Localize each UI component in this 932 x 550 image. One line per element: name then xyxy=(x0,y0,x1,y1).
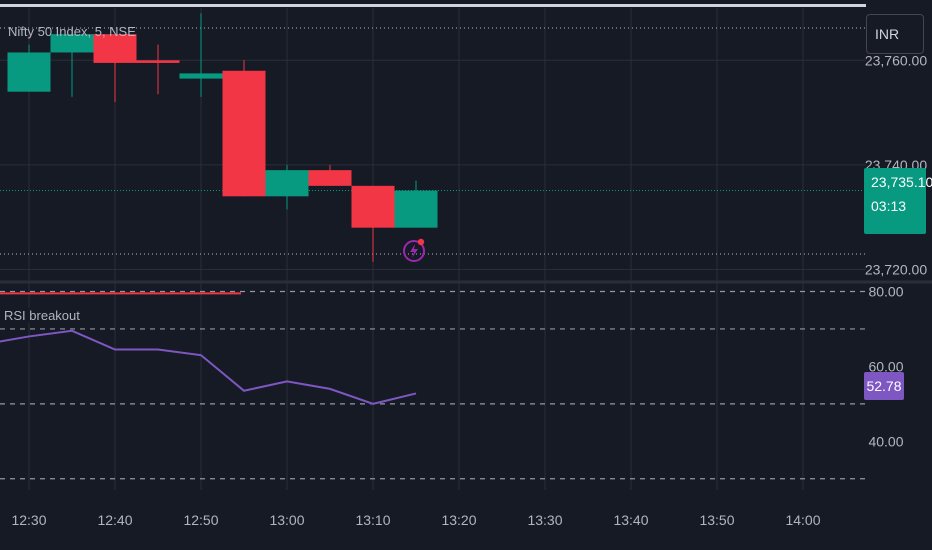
price-pane[interactable] xyxy=(0,13,866,262)
rsi-line xyxy=(0,329,417,405)
candle-body xyxy=(7,52,51,92)
rsi-tick-label: 40.00 xyxy=(868,433,903,449)
rsi-tick-label: 80.00 xyxy=(868,283,903,299)
symbol-title[interactable]: Nifty 50 Index, 5, NSE xyxy=(8,24,136,39)
candle[interactable] xyxy=(136,44,180,95)
candle[interactable] xyxy=(179,13,223,97)
rsi-tick-label: 60.00 xyxy=(868,358,903,374)
candle[interactable] xyxy=(265,164,309,210)
candle-body xyxy=(93,34,137,63)
time-tick-label: 14:00 xyxy=(785,512,820,528)
candle[interactable] xyxy=(394,180,438,228)
currency-button[interactable]: INR xyxy=(866,14,924,54)
candle[interactable] xyxy=(351,185,395,262)
time-tick-label: 13:10 xyxy=(355,512,390,528)
candle-body xyxy=(308,170,352,186)
price-tick-label: 23,760.00 xyxy=(865,52,927,68)
time-tick-label: 13:40 xyxy=(613,512,648,528)
candle[interactable] xyxy=(7,44,51,92)
candle[interactable] xyxy=(50,28,94,97)
rsi-pane[interactable] xyxy=(0,290,866,480)
lightning-alert-icon[interactable] xyxy=(402,237,428,263)
bar-countdown: 03:13 xyxy=(871,198,907,214)
time-tick-label: 12:40 xyxy=(97,512,132,528)
indicator-title[interactable]: RSI breakout xyxy=(2,308,82,323)
candle[interactable] xyxy=(222,60,266,197)
price-tick-label: 23,720.00 xyxy=(865,262,927,278)
candle-body xyxy=(50,34,94,53)
rsi-value-tag: 52.78 xyxy=(864,372,904,400)
last-price-tag: 23,735.10 03:13 xyxy=(864,168,932,234)
currency-label: INR xyxy=(875,26,900,42)
time-tick-label: 13:00 xyxy=(269,512,304,528)
candle-body xyxy=(394,190,438,228)
time-tick-label: 12:50 xyxy=(183,512,218,528)
axes: 12:30 12:40 12:50 13:00 13:10 13:20 13:30 13:40… xyxy=(11,52,927,528)
candle-body xyxy=(222,70,266,197)
time-tick-label: 13:50 xyxy=(699,512,734,528)
last-price-value: 23,735.10 xyxy=(871,174,932,190)
candle[interactable] xyxy=(308,164,352,186)
candle-body xyxy=(136,60,180,63)
time-tick-label: 13:20 xyxy=(441,512,476,528)
candle[interactable] xyxy=(93,34,137,103)
candle-body xyxy=(351,185,395,228)
top-border xyxy=(0,4,866,7)
candle-body xyxy=(265,170,309,197)
grid xyxy=(0,8,932,490)
time-tick-label: 12:30 xyxy=(11,512,46,528)
candle-body xyxy=(179,73,223,79)
time-tick-label: 13:30 xyxy=(527,512,562,528)
